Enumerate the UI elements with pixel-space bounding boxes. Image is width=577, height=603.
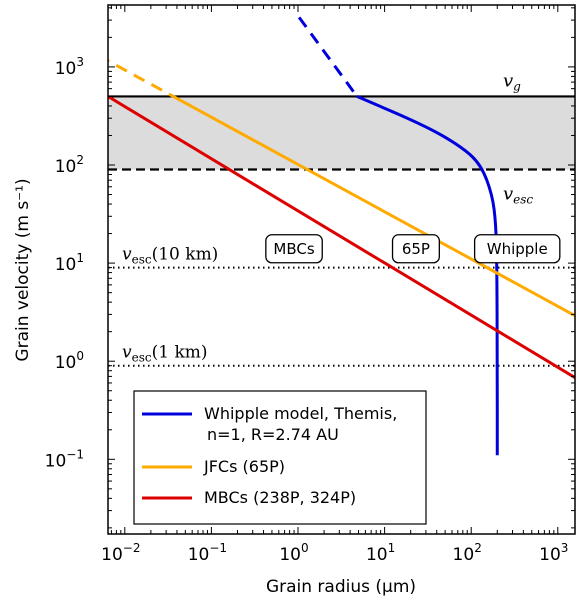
y-axis-label: Grain velocity (m s⁻¹) — [13, 178, 33, 361]
series-whipple-solid — [356, 95, 499, 456]
x-tick-label: 101 — [366, 541, 395, 565]
y-tick-label: 102 — [55, 153, 84, 177]
series-mbcs-solid — [108, 95, 575, 380]
x-axis-label: Grain radius (µm) — [266, 577, 416, 597]
legend-label-whipple: Whipple model, Themis, — [204, 404, 397, 423]
y-tick-label: 101 — [55, 251, 84, 275]
box-label-frame — [473, 234, 561, 264]
ref-label-v-g: vg — [503, 70, 521, 93]
x-tick-label: 10−1 — [188, 541, 227, 565]
series-jfcs-dashed — [108, 59, 175, 98]
x-tick-label: 103 — [539, 541, 568, 565]
ref-label-v-esc: vesc — [503, 183, 533, 206]
ref-label-v-esc-10km: vesc(10 km) — [122, 245, 218, 267]
x-tick-label: 100 — [279, 541, 308, 565]
legend-label-jfcs: JFCs (65P) — [203, 457, 285, 476]
series-jfcs-solid — [172, 95, 575, 318]
legend: Whipple model, Themis, n=1, R=2.74 AU JF… — [133, 390, 427, 525]
plot-frame — [107, 4, 576, 535]
box-label-frame — [265, 234, 323, 264]
shaded-band-rect — [108, 96, 575, 170]
shaded-band — [108, 96, 575, 170]
ref-label-v-esc-1km: vesc(1 km) — [122, 343, 208, 365]
y-tick-label: 100 — [55, 349, 84, 373]
axis-ticks: 10−2 10−1 100 101 102 103 10−1 100 101 102 103 — [45, 5, 575, 565]
x-tick-label: 102 — [453, 541, 482, 565]
x-tick-label: 10−2 — [101, 541, 140, 565]
box-label-frame — [391, 234, 440, 264]
box-label-mbcs: MBCs — [273, 240, 314, 258]
reference-lines — [108, 95, 575, 367]
legend-label-whipple-line2: n=1, R=2.74 AU — [207, 425, 339, 444]
reference-line-labels: vg vesc vesc(10 km) vesc(1 km) — [122, 70, 533, 364]
series-mbcs-dashed — [108, 94, 109, 97]
series-whipple-dashed — [297, 16, 359, 98]
box-label-whipple: Whipple — [487, 240, 548, 258]
y-tick-label: 103 — [55, 55, 84, 79]
y-tick-label: 10−1 — [45, 447, 84, 471]
series-lines — [108, 16, 575, 456]
box-labels: MBCs 65P Whipple — [265, 234, 561, 264]
legend-label-mbcs: MBCs (238P, 324P) — [204, 488, 356, 507]
box-label-65p: 65P — [402, 240, 430, 258]
